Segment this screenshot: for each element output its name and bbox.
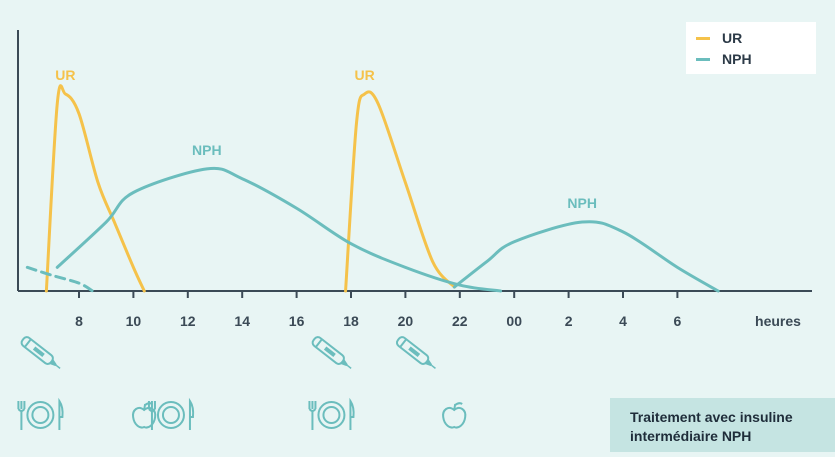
ur-curve-2 [344,90,456,293]
legend-item-nph: NPH [696,49,752,69]
nph-curve-3 [25,265,95,293]
x-tick-label: 22 [452,313,468,329]
x-tick-label: 4 [619,313,627,329]
legend-item-ur: UR [696,28,742,48]
ur-curve-1 [44,84,146,293]
x-tick-label: 00 [506,313,522,329]
legend-label-nph: NPH [722,51,752,67]
curves: UR UR NPH NPH [25,67,720,293]
nph-peak-label: NPH [192,142,222,158]
x-tick-label: 20 [398,313,414,329]
caption-box: Traitement avec insuline intermédiaire N… [610,398,835,452]
meal-plate-icon [147,397,195,430]
meal-plate-icon [17,397,64,430]
nph-curve-2 [452,220,720,293]
legend-swatch-nph [696,57,710,61]
caption-line-2: intermédiaire NPH [630,428,752,444]
x-tick-label: 16 [289,313,305,329]
ur-peak-label: UR [354,67,374,83]
icons [17,336,467,430]
x-tick-label: 8 [75,313,83,329]
nph-curve-1 [55,166,503,293]
apple-icon [442,402,467,429]
insulin-pen-icon [20,336,61,369]
x-tick-label: 18 [343,313,359,329]
insulin-pen-icon [395,336,436,369]
insulin-pen-icon [311,336,352,369]
x-axis-label: heures [755,313,801,329]
legend: UR NPH [686,22,816,74]
legend-swatch-ur [696,36,710,40]
x-tick-label: 2 [565,313,573,329]
caption-line-1: Traitement avec insuline [630,409,793,425]
x-tick-label: 10 [126,313,142,329]
axes [17,30,812,292]
tick-labels: 8 10 12 14 16 18 20 22 00 2 4 6 heures [75,291,801,329]
ur-peak-label: UR [55,67,75,83]
x-tick-label: 6 [674,313,682,329]
nph-peak-label: NPH [567,195,597,211]
legend-label-ur: UR [722,30,743,46]
x-tick-label: 12 [180,313,196,329]
x-tick-label: 14 [234,313,250,329]
meal-plate-icon [308,397,355,430]
